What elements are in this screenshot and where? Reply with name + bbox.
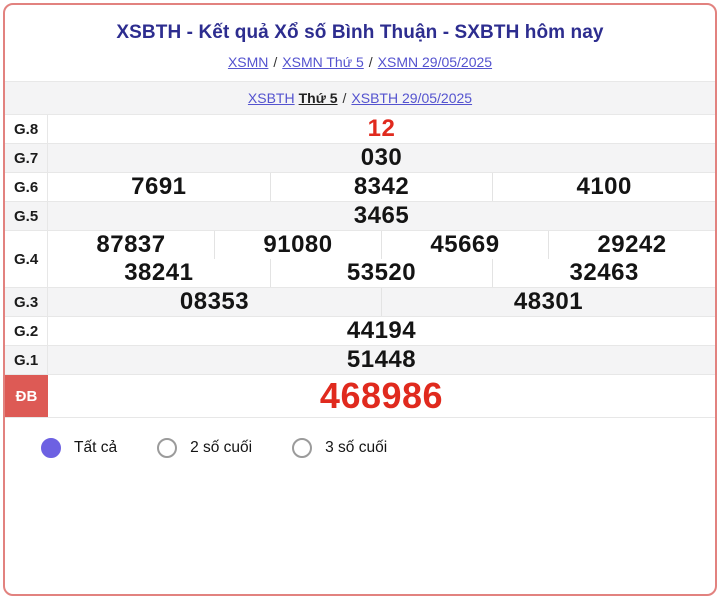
lottery-results-card: XSBTH - Kết quả Xổ số Bình Thuận - SXBTH… (3, 3, 717, 596)
filter-option-all[interactable]: Tất cả (41, 438, 117, 458)
prize-label: G.1 (5, 346, 48, 374)
prize-number: 53520 (269, 259, 493, 287)
page-title: XSBTH - Kết quả Xổ số Bình Thuận - SXBTH… (116, 22, 604, 43)
filter-option-label: Tất cả (74, 439, 118, 456)
breadcrumb-separator: / (273, 54, 278, 70)
breadcrumb: XSMN / XSMN Thứ 5/XSMN 29/05/2025 (5, 54, 715, 81)
prize-row: G.6 7691 8342 4100 (5, 173, 715, 202)
prize-label: G.5 (5, 202, 48, 230)
prize-number: 91080 (214, 231, 381, 259)
prize-label: G.4 (5, 231, 48, 287)
prize-number: 4100 (492, 173, 715, 201)
subnav-link-xsbth[interactable]: XSBTH (247, 90, 295, 106)
prize-label: ĐB (5, 375, 48, 417)
sub-breadcrumb-bar: XSBTH Thứ 5/XSBTH 29/05/2025 (5, 81, 715, 115)
prize-row: G.4 87837 91080 45669 29242 38241 53520 32463 (5, 231, 715, 288)
prize-row: G.3 08353 48301 (5, 288, 715, 317)
prize-number: 44194 (346, 317, 417, 344)
filter-option-label: 2 số cuối (190, 439, 253, 456)
prize-number: 12 (367, 115, 396, 142)
breadcrumb-link-xsmn[interactable]: XSMN (227, 54, 269, 70)
prize-row: G.2 44194 (5, 317, 715, 346)
prize-number: 29242 (548, 231, 715, 259)
breadcrumb-link-xsmn-date[interactable]: XSMN 29/05/2025 (377, 54, 493, 70)
breadcrumb-link-xsmn-thu5[interactable]: XSMN Thứ 5 (282, 54, 364, 70)
filter-radio-group: Tất cả 2 số cuối 3 số cuối (5, 418, 715, 478)
prize-row: ĐB 468986 (5, 375, 715, 418)
prize-number: 45669 (381, 231, 548, 259)
prize-number: 48301 (381, 288, 715, 316)
prize-label: G.2 (5, 317, 48, 345)
prize-row: G.5 3465 (5, 202, 715, 231)
filter-option-last2[interactable]: 2 số cuối (157, 438, 252, 458)
prize-number: 8342 (269, 173, 493, 201)
filter-option-last3[interactable]: 3 số cuối (292, 438, 387, 458)
radio-icon[interactable] (41, 438, 61, 458)
prize-row: G.1 51448 (5, 346, 715, 375)
prize-number: 030 (360, 144, 403, 171)
prize-row: G.8 12 (5, 115, 715, 144)
radio-icon[interactable] (157, 438, 178, 458)
prize-number: 08353 (179, 288, 250, 315)
breadcrumb-separator: / (368, 54, 373, 70)
prize-number: 51448 (346, 346, 417, 373)
prize-number: 38241 (124, 259, 194, 286)
prize-number: 32463 (492, 259, 715, 287)
prize-row: G.7 030 (5, 144, 715, 173)
prize-number: 468986 (319, 375, 444, 416)
filter-option-label: 3 số cuối (325, 439, 388, 456)
results-table: G.8 12 G.7 030 G.6 7691 8342 4100 G.5 3465 G.4 8783… (5, 115, 715, 418)
prize-number: 3465 (353, 202, 410, 229)
prize-number: 7691 (131, 173, 187, 200)
subnav-separator: / (342, 90, 347, 106)
prize-label: G.8 (5, 115, 48, 143)
prize-number: 87837 (96, 231, 166, 258)
prize-label: G.6 (5, 173, 48, 201)
radio-icon[interactable] (292, 438, 313, 458)
prize-label: G.7 (5, 144, 48, 172)
prize-label: G.3 (5, 288, 48, 316)
subnav-link-xsbth-date[interactable]: XSBTH 29/05/2025 (351, 90, 473, 106)
subnav-day-label[interactable]: Thứ 5 (298, 90, 338, 106)
